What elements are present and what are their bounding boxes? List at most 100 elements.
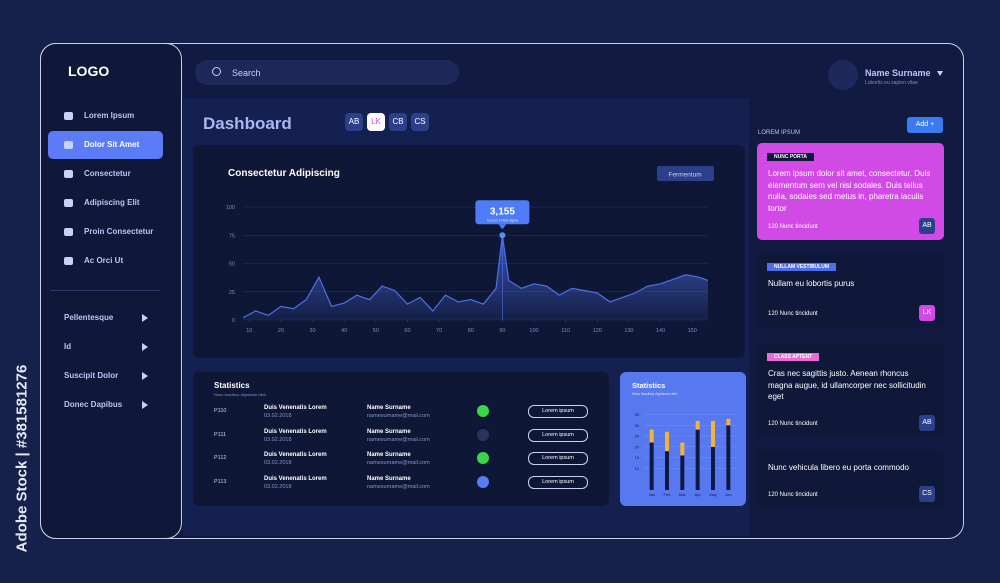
nav-icon [64, 228, 73, 236]
row-email: namesurname@mail.com [367, 413, 430, 419]
row-button[interactable]: Lorem ipsum [528, 405, 588, 418]
row-desc: Duis Venenatis Lorem [264, 475, 327, 482]
row-name: Name Surname [367, 405, 411, 411]
x-tick-label: 130 [624, 328, 633, 334]
x-tick-label: 70 [436, 328, 442, 334]
x-tick-label: 60 [404, 328, 410, 334]
right-heading: LOREM IPSUM [758, 130, 801, 136]
nav-group[interactable]: Pellentesque [64, 313, 114, 322]
user-avatar[interactable] [828, 60, 858, 90]
user-menu-arrow[interactable] [937, 71, 943, 76]
member-avatar[interactable]: CB [389, 113, 407, 131]
nav-group[interactable]: Donec Dapibus [64, 400, 123, 409]
nav-group-arrow[interactable] [142, 401, 148, 409]
x-tick-label: 20 [278, 328, 284, 334]
note-footer: 120 Nunc tincidunt [768, 224, 818, 230]
bar-segment [649, 429, 654, 443]
row-status [477, 428, 489, 441]
search-box[interactable]: Search [195, 60, 459, 85]
note-avatar[interactable]: LK [919, 305, 935, 321]
note-card[interactable] [757, 450, 944, 508]
y-tick-label: 20 [635, 444, 640, 449]
y-tick-label: 25 [635, 434, 640, 439]
bar-chart: Statistics Nunc faucibus dignissim nibh 10… [632, 381, 736, 497]
highlight-point [499, 232, 506, 239]
chart-title: Statistics [632, 381, 665, 390]
y-tick-label: 10 [635, 466, 640, 471]
member-avatar[interactable]: CS [411, 113, 429, 131]
row-date: 03.02.2018 [264, 413, 292, 419]
nav-group-arrow[interactable] [142, 314, 148, 322]
bar-segment [711, 420, 715, 447]
y-tick-label: 15 [635, 455, 640, 460]
member-avatar[interactable]: AB [345, 113, 363, 131]
row-button[interactable]: Lorem ipsum [528, 475, 588, 489]
x-tick-label: Jan [648, 492, 654, 497]
y-tick-label: 75 [229, 233, 235, 239]
nav-item[interactable]: Lorem Ipsum [48, 102, 163, 130]
nav-item[interactable]: Adipiscing Elit [48, 189, 163, 217]
row-desc: Duis Venenatis Lorem [264, 428, 327, 435]
logo: LOGO [68, 63, 110, 79]
x-tick-label: Jun [725, 492, 731, 497]
bar-segment [665, 451, 669, 490]
row-status [477, 475, 489, 488]
divider [50, 290, 160, 291]
nav-group[interactable]: Id [64, 342, 72, 351]
row-id: P110 [214, 408, 227, 414]
x-tick-label: May [709, 492, 717, 497]
row-email: namesurname@mail.com [367, 460, 430, 466]
user-name[interactable]: Name Surname [865, 68, 931, 78]
bar-segment [726, 418, 731, 426]
nav-icon [64, 199, 73, 207]
add-button[interactable]: Add + [907, 117, 943, 133]
nav-label: Adipiscing Elit [84, 198, 140, 207]
note-avatar[interactable]: AB [919, 415, 935, 431]
note-tag: CLASS APTENT [767, 353, 820, 361]
nav-icon [64, 170, 73, 178]
bar-segment [680, 455, 685, 490]
nav-group-arrow[interactable] [142, 343, 148, 351]
tooltip-sub: Cursus id felis ligula [487, 218, 518, 222]
note-footer: 120 Nunc tincidunt [768, 311, 818, 317]
row-desc: Duis Venenatis Lorem [264, 452, 327, 458]
y-tick-label: 25 [229, 290, 235, 296]
row-email: namesurname@mail.com [367, 436, 430, 443]
x-tick-label: Mar [679, 492, 687, 497]
x-tick-label: 80 [468, 328, 474, 334]
search-icon [212, 67, 221, 76]
nav-group[interactable]: Suscipit Dolor [64, 371, 119, 380]
row-desc: Duis Venenatis Lorem [264, 405, 327, 411]
note-text: Lorem ipsum dolor sit amet, consectetur.… [768, 169, 931, 213]
nav-item[interactable]: Proin Consectetur [48, 218, 163, 246]
y-tick-label: 30 [635, 423, 640, 428]
nav-label: Proin Consectetur [84, 227, 154, 236]
nav-group-arrow[interactable] [142, 372, 148, 380]
row-id: P111 [214, 431, 227, 438]
note-avatar[interactable]: AB [919, 218, 935, 234]
bar-segment [695, 429, 700, 490]
row-name: Name Surname [367, 428, 411, 435]
x-tick-label: 50 [373, 328, 379, 334]
line-card [193, 145, 745, 358]
nav-item[interactable]: Consectetur [48, 160, 163, 188]
y-tick-label: 50 [229, 262, 235, 268]
x-tick-label: 100 [529, 328, 538, 334]
x-tick-label: 90 [499, 328, 505, 334]
nav-item[interactable]: Dolor Sit Amet [48, 131, 163, 159]
x-tick-label: 10 [246, 328, 252, 334]
chart-button[interactable] [657, 166, 714, 181]
y-tick-label: 0 [232, 318, 235, 324]
member-avatar[interactable]: LK [367, 113, 385, 131]
nav-label: Ac Orci Ut [84, 256, 124, 265]
note-text: Nunc vehicula libero eu porta commodo [768, 463, 909, 472]
line-chart: Consectetur Adipiscing Fermentum 0 25 50 75 10… [226, 166, 714, 334]
row-button[interactable]: Lorem ipsum [528, 452, 588, 465]
bar-segment [711, 446, 715, 490]
chart-subtitle: Nunc faucibus dignissim nibh [632, 392, 677, 396]
note-avatar[interactable]: CS [919, 486, 935, 502]
nav-item[interactable]: Ac Orci Ut [48, 247, 163, 275]
bar-segment [649, 442, 654, 490]
row-button[interactable]: Lorem ipsum [528, 428, 588, 442]
